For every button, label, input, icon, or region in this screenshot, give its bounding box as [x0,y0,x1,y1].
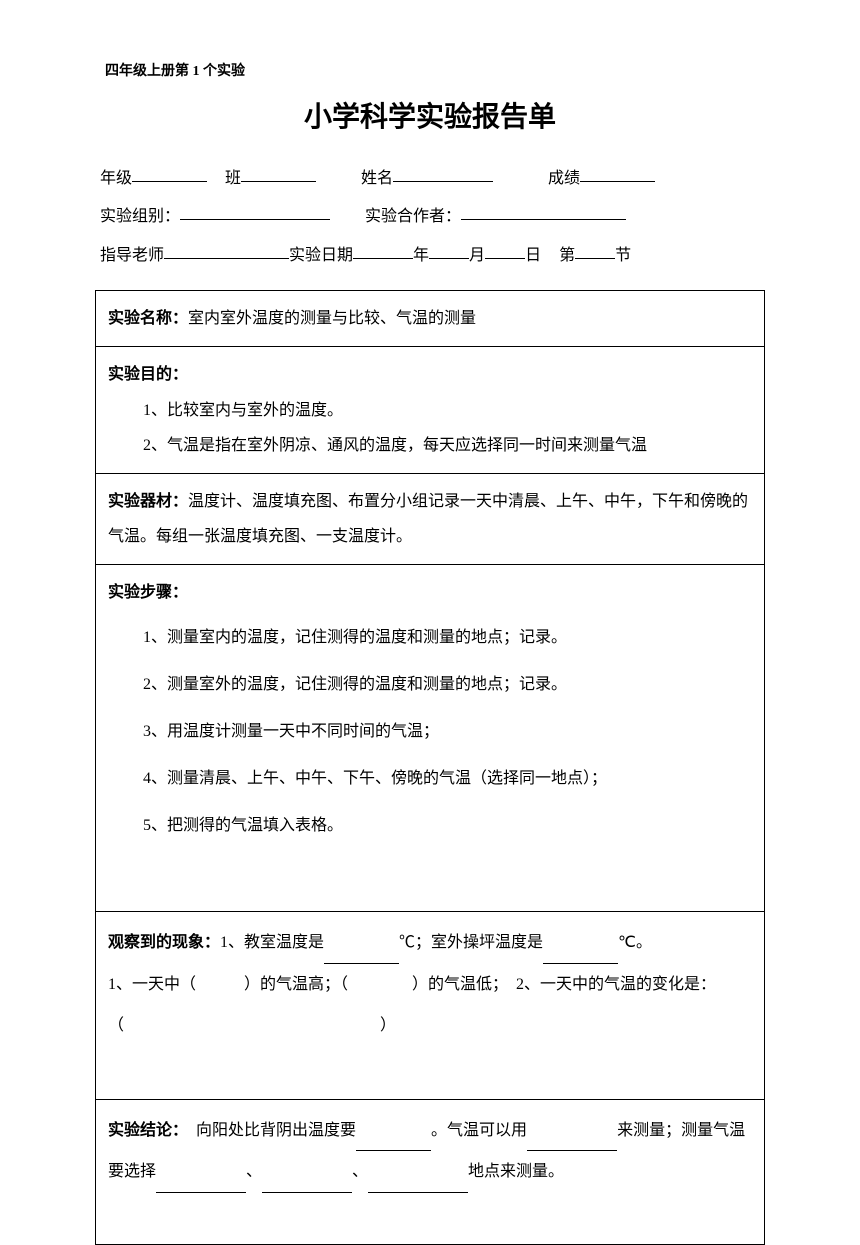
conc-blank5 [368,1173,468,1193]
row-observation: 观察到的现象：1、教室温度是 ℃；室外操坪温度是 ℃。 1、一天中（ ）的气温高；（… [96,912,764,1099]
info-row-3: 指导老师 实验日期 年 月 日 第 节 [100,237,765,275]
row-steps: 实验步骤： 1、测量室内的温度，记住测得的温度和测量的地点；记录。 2、测量室外… [96,565,764,912]
teacher-label: 指导老师 [100,237,164,275]
grade-label: 年级 [100,160,132,198]
conc-text5: 、 [352,1163,368,1180]
steps-label: 实验步骤： [108,584,188,601]
class-blank [241,160,316,182]
grade-blank [132,160,207,182]
observation-label: 观察到的现象： [108,934,220,951]
name-blank [393,160,493,182]
month-blank [429,237,469,259]
di-label: 第 [559,237,575,275]
report-table: 实验名称：室内室外温度的测量与比较、气温的测量 实验目的： 1、比较室内与室外的… [95,290,765,1245]
info-row-2: 实验组别： 实验合作者： [100,198,765,236]
day-label: 日 [525,237,541,275]
step1: 1、测量室内的温度，记住测得的温度和测量的地点；记录。 [108,620,752,657]
conc-text2: 。气温可以用 [431,1122,527,1139]
equipment-label: 实验器材： [108,493,188,510]
row-purpose: 实验目的： 1、比较室内与室外的温度。 2、气温是指在室外阴凉、通风的温度，每天… [96,347,764,474]
group-blank [180,198,330,220]
year-blank [353,237,413,259]
conc-text4: 、 [246,1163,262,1180]
partner-label: 实验合作者： [365,198,461,236]
conc-blank2 [527,1131,617,1151]
row-conclusion: 实验结论： 向阳处比背阴出温度要。气温可以用来测量；测量气温要选择、、地点来测量… [96,1100,764,1245]
step5: 5、把测得的气温填入表格。 [108,808,752,845]
day-blank [485,237,525,259]
conc-blank3 [156,1173,246,1193]
name-label: 姓名 [361,160,393,198]
purpose-item1: 1、比较室内与室外的温度。 [108,393,752,428]
score-label: 成绩 [548,160,580,198]
conc-blank1 [356,1131,431,1151]
step3: 3、用温度计测量一天中不同时间的气温； [108,714,752,751]
purpose-label: 实验目的： [108,366,188,383]
obs-text2: ℃；室外操坪温度是 [399,934,543,951]
conc-text6: 地点来测量。 [468,1163,564,1180]
info-row-1: 年级 班 姓名 成绩 [100,160,765,198]
year-label: 年 [413,237,429,275]
class-label: 班 [225,160,241,198]
jie-blank [575,237,615,259]
row-experiment-name: 实验名称：室内室外温度的测量与比较、气温的测量 [96,291,764,347]
page-title: 小学科学实验报告单 [95,95,765,135]
step4: 4、测量清晨、上午、中午、下午、傍晚的气温（选择同一地点）； [108,761,752,798]
month-label: 月 [469,237,485,275]
group-label: 实验组别： [100,198,180,236]
info-section: 年级 班 姓名 成绩 实验组别： 实验合作者： 指导老师 实验日期 年 月 日 … [95,160,765,275]
date-label: 实验日期 [289,237,353,275]
purpose-item2: 2、气温是指在室外阴凉、通风的温度，每天应选择同一时间来测量气温 [108,428,752,463]
header-note: 四年级上册第 1 个实验 [105,60,765,80]
obs-blank2 [543,944,618,964]
teacher-blank [164,237,289,259]
conc-blank4 [262,1173,352,1193]
name-label: 实验名称： [108,310,188,327]
step2: 2、测量室外的温度，记住测得的温度和测量的地点；记录。 [108,667,752,704]
jie-label: 节 [615,237,631,275]
score-blank [580,160,655,182]
name-content: 室内室外温度的测量与比较、气温的测量 [188,310,476,327]
partner-blank [461,198,626,220]
equipment-content: 温度计、温度填充图、布置分小组记录一天中清晨、上午、中午，下午和傍晚的气温。每组… [108,493,748,545]
obs-text4: 1、一天中（ ）的气温高；（ ）的气温低； 2、一天中的气温的变化是：（ ） [108,964,752,1047]
obs-text1: 1、教室温度是 [220,934,324,951]
conclusion-label: 实验结论： [108,1122,180,1139]
obs-text3: ℃。 [618,934,652,951]
row-equipment: 实验器材：温度计、温度填充图、布置分小组记录一天中清晨、上午、中午，下午和傍晚的… [96,474,764,565]
obs-blank1 [324,944,399,964]
conc-text1: 向阳处比背阴出温度要 [196,1122,356,1139]
